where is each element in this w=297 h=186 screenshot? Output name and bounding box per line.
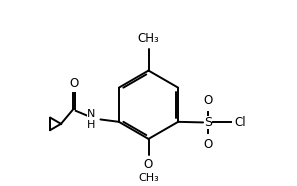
Text: S: S [204,116,212,129]
Text: O: O [204,138,213,151]
Text: O: O [204,94,213,107]
Text: O: O [144,158,153,171]
Text: O: O [69,77,79,90]
Text: CH₃: CH₃ [138,32,159,45]
Text: Cl: Cl [234,116,246,129]
Text: CH₃: CH₃ [138,173,159,182]
Text: N
H: N H [87,109,96,130]
